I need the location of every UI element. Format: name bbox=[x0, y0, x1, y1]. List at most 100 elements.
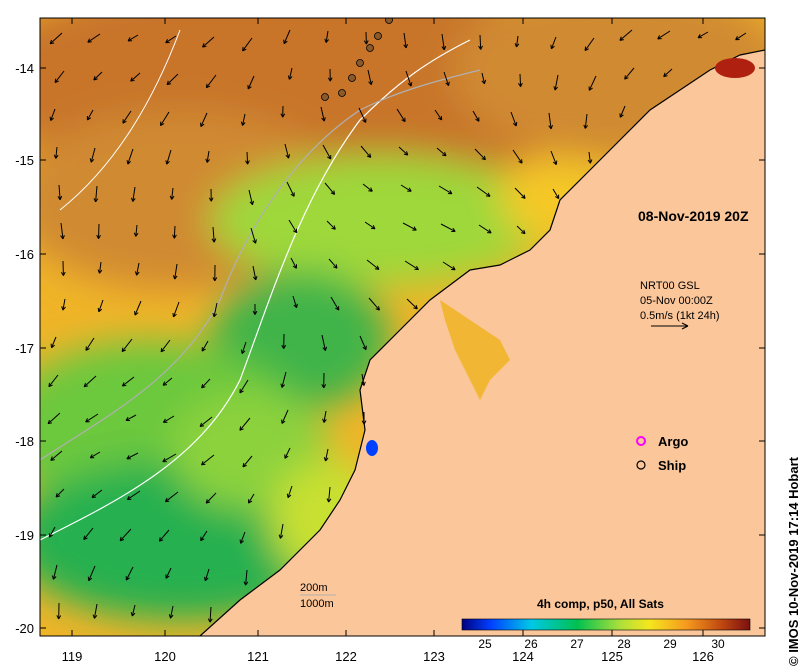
current-arrow bbox=[51, 336, 57, 348]
y-axis: -14 -15 -16 -17 -18 -19 -20 bbox=[15, 61, 765, 636]
current-arrow-head bbox=[93, 78, 98, 81]
current-arrow-head bbox=[50, 42, 55, 45]
current-arrow-head bbox=[205, 83, 208, 88]
current-arrow bbox=[170, 605, 174, 619]
current-arrow-head bbox=[239, 426, 242, 431]
current-arrow bbox=[514, 187, 526, 199]
current-arrow bbox=[166, 73, 179, 85]
coastline bbox=[199, 49, 765, 636]
current-arrow-head bbox=[333, 225, 336, 230]
current-arrow-head bbox=[413, 226, 417, 231]
current-arrow bbox=[91, 489, 103, 498]
current-arrow bbox=[287, 485, 293, 498]
current-arrow-head bbox=[90, 158, 95, 163]
ship-marker-icon bbox=[636, 460, 646, 470]
colorbar-title: 4h comp, p50, All Sats bbox=[537, 597, 664, 611]
current-arrow-head bbox=[363, 381, 366, 386]
current-arrow-head bbox=[515, 121, 518, 127]
current-arrow-head bbox=[327, 156, 331, 160]
current-arrow bbox=[406, 298, 418, 310]
current-arrow-head bbox=[201, 383, 204, 389]
current-arrow-head bbox=[325, 457, 329, 462]
current-arrow-head bbox=[363, 40, 367, 45]
current-arrow bbox=[481, 72, 485, 84]
current-arrow bbox=[127, 490, 141, 501]
current-arrow-head bbox=[323, 384, 327, 389]
current-arrow-head bbox=[285, 154, 289, 159]
current-arrow-head bbox=[475, 118, 480, 122]
current-arrow-head bbox=[290, 193, 295, 197]
plot-border bbox=[39, 17, 766, 637]
current-arrow-head bbox=[283, 40, 288, 45]
current-arrow-head bbox=[205, 499, 208, 504]
depth-200m: 200m bbox=[300, 582, 328, 594]
current-arrow-head bbox=[441, 46, 445, 51]
current-arrow-head bbox=[204, 577, 209, 582]
current-arrow-head bbox=[132, 198, 136, 202]
current-arrow-head bbox=[487, 192, 491, 197]
current-arrow-head bbox=[481, 158, 486, 161]
current-arrow bbox=[548, 112, 552, 129]
current-arrow-head bbox=[589, 87, 593, 91]
current-arrow-head bbox=[444, 151, 447, 156]
current-arrow-head bbox=[158, 537, 161, 542]
current-arrow bbox=[358, 107, 367, 123]
y-tick-label: -14 bbox=[15, 61, 34, 76]
current-arrow-head bbox=[281, 420, 286, 424]
current-arrow-head bbox=[254, 310, 258, 315]
current-arrow-head bbox=[172, 234, 175, 239]
current-arrow bbox=[472, 110, 480, 122]
current-arrow bbox=[60, 222, 64, 239]
current-arrow bbox=[368, 297, 380, 311]
current-arrow bbox=[93, 71, 103, 81]
current-arrow bbox=[125, 414, 137, 421]
y-tick-label: -20 bbox=[15, 621, 34, 636]
current-arrow-head bbox=[584, 46, 587, 51]
current-arrow-head bbox=[83, 535, 85, 540]
current-arrow bbox=[284, 143, 290, 159]
current-arrow bbox=[206, 150, 210, 163]
current-arrow-head bbox=[240, 540, 244, 544]
current-arrow bbox=[201, 454, 215, 466]
current-arrow-head bbox=[335, 264, 338, 269]
current-arrow-head bbox=[322, 418, 325, 423]
current-arrow-head bbox=[324, 38, 327, 43]
current-arrow-head bbox=[133, 232, 137, 237]
current-arrow bbox=[240, 531, 246, 544]
current-arrow-head bbox=[166, 83, 172, 86]
current-arrow bbox=[320, 106, 325, 122]
current-arrow-head bbox=[98, 235, 101, 239]
current-arrow-head bbox=[619, 39, 624, 41]
current-arrow bbox=[48, 374, 59, 388]
current-arrow-head bbox=[58, 615, 62, 620]
current-arrow bbox=[434, 109, 443, 121]
current-arrow bbox=[323, 410, 327, 423]
current-arrow-head bbox=[366, 155, 371, 158]
current-arrow bbox=[201, 378, 211, 389]
current-arrow-head bbox=[54, 78, 57, 83]
current-arrow-head bbox=[478, 45, 482, 50]
current-arrow bbox=[584, 37, 595, 51]
legend: Argo Ship bbox=[636, 434, 688, 473]
colorbar-tick-label: 29 bbox=[663, 637, 677, 651]
current-arrow-head bbox=[121, 349, 127, 353]
current-arrow-head bbox=[551, 45, 555, 50]
current-arrow bbox=[62, 298, 66, 311]
current-arrow-head bbox=[321, 117, 325, 122]
current-arrow bbox=[246, 151, 249, 165]
current-arrow-head bbox=[292, 265, 297, 269]
x-tick-label: 123 bbox=[423, 649, 445, 664]
current-info: NRT00 GSL 05-Nov 00:00Z 0.5m/s (1kt 24h) bbox=[640, 280, 719, 330]
current-arrow-head bbox=[241, 350, 246, 354]
current-arrow bbox=[367, 69, 372, 85]
current-arrow bbox=[588, 151, 591, 164]
current-arrow-head bbox=[289, 76, 293, 80]
current-arrow-head bbox=[624, 77, 629, 80]
current-arrow bbox=[130, 72, 141, 82]
current-arrow-head bbox=[51, 344, 55, 349]
current-arrow-head bbox=[60, 235, 64, 240]
current-arrow bbox=[242, 113, 246, 126]
current-arrow-head bbox=[403, 44, 407, 49]
current-arrow-head bbox=[125, 416, 129, 421]
current-arrow bbox=[436, 147, 447, 157]
